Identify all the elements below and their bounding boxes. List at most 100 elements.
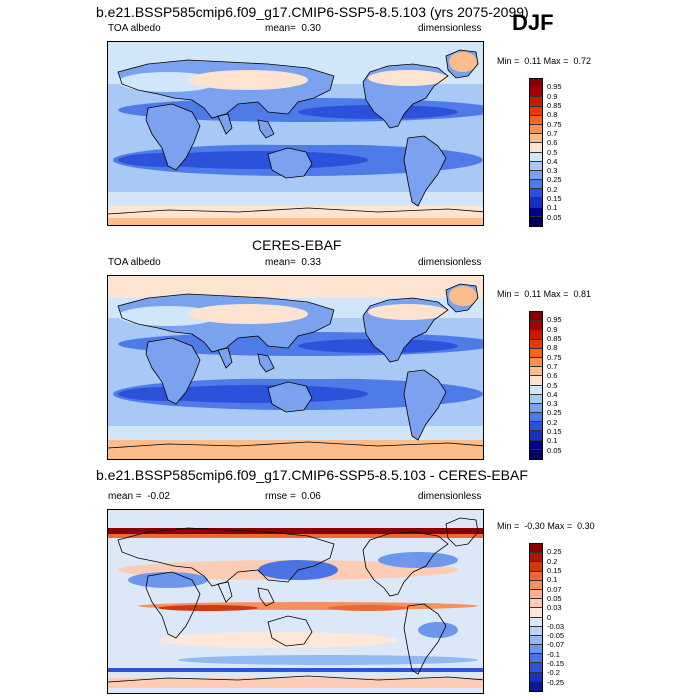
colorbar-swatch	[530, 97, 542, 107]
colorbar-swatch	[530, 339, 542, 349]
colorbar-tick-label: 0.6	[547, 371, 558, 381]
colorbar-swatch	[530, 312, 542, 322]
colorbar-swatch	[530, 115, 542, 125]
colorbar-swatch	[530, 198, 542, 208]
colorbar-swatch	[530, 367, 542, 377]
colorbar-tick-label: 0.7	[547, 128, 558, 138]
colorbar-tick-label: 0.05	[547, 593, 562, 603]
panel3-title: b.e21.BSSP585cmip6.f09_g17.CMIP6-SSP5-8.…	[96, 467, 528, 483]
panel1-units-label: dimensionless	[418, 23, 482, 34]
colorbar-swatch	[530, 562, 542, 572]
colorbar-tick-label: 0.25	[547, 408, 562, 418]
colorbar-swatch	[530, 663, 542, 673]
colorbar-swatch	[530, 106, 542, 116]
colorbar-swatch	[530, 189, 542, 199]
panel3-colorbar	[529, 543, 543, 692]
colorbar-tick-label: 0.2	[547, 184, 558, 194]
colorbar-swatch	[530, 330, 542, 340]
panel3-units-label: dimensionless	[418, 491, 482, 502]
colorbar-tick-label: 0.6	[547, 138, 558, 148]
panel1-min-max: Min = 0.11 Max = 0.72	[497, 56, 591, 66]
colorbar-tick-label: 0.75	[547, 352, 562, 362]
colorbar-tick-label: 0.1	[547, 575, 558, 585]
season-label: DJF	[512, 10, 554, 35]
panel2-colorbar	[529, 311, 543, 460]
colorbar-tick-label: 0.75	[547, 119, 562, 129]
colorbar-swatch	[530, 161, 542, 171]
colorbar-swatch	[530, 170, 542, 181]
colorbar-tick-label: 0.95	[547, 315, 562, 325]
colorbar-swatch	[530, 431, 542, 441]
colorbar-tick-label: 0.05	[547, 212, 562, 222]
panel2-min-max: Min = 0.11 Max = 0.81	[497, 289, 591, 299]
colorbar-tick-label: 0.07	[547, 584, 562, 594]
colorbar-tick-label: 0.05	[547, 445, 562, 455]
colorbar-tick-label: 0.2	[547, 556, 558, 566]
colorbar-tick-label: -0.05	[547, 631, 565, 641]
colorbar-tick-label: -0.07	[547, 640, 565, 650]
panel3-rmse-label: rmse = 0.06	[265, 491, 321, 502]
colorbar-swatch	[530, 645, 542, 655]
panel2-variable-label: TOA albedo	[108, 257, 161, 268]
panel1-colorbar	[529, 78, 543, 227]
colorbar-tick-label: 0.3	[547, 399, 558, 409]
panel2-units-label: dimensionless	[418, 257, 482, 268]
colorbar-swatch	[530, 88, 542, 98]
colorbar-swatch	[530, 413, 542, 423]
panel1-title: b.e21.BSSP585cmip6.f09_g17.CMIP6-SSP5-8.…	[96, 4, 529, 20]
colorbar-swatch	[530, 599, 542, 609]
colorbar-tick-label: -0.15	[547, 659, 565, 669]
colorbar-swatch	[530, 376, 542, 386]
colorbar-swatch	[530, 124, 542, 135]
colorbar-swatch	[530, 143, 542, 153]
colorbar-swatch	[530, 681, 542, 691]
colorbar-swatch	[530, 553, 542, 563]
colorbar-tick-label: 0.85	[547, 333, 562, 343]
colorbar-tick-label: 0.4	[547, 389, 558, 399]
colorbar-swatch	[530, 635, 542, 646]
colorbar-tick-label: 0.1	[547, 436, 558, 446]
colorbar-swatch	[530, 608, 542, 618]
colorbar-swatch	[530, 348, 542, 358]
colorbar-tick-label: 0.15	[547, 427, 562, 437]
colorbar-swatch	[530, 617, 542, 627]
colorbar-swatch	[530, 672, 542, 682]
colorbar-swatch	[530, 580, 542, 590]
colorbar-tick-label: 0.3	[547, 166, 558, 176]
panel2-mean-label: mean= 0.33	[265, 257, 321, 268]
colorbar-swatch	[530, 134, 542, 144]
colorbar-tick-label: 0.7	[547, 361, 558, 371]
colorbar-tick-label: 0.5	[547, 380, 558, 390]
colorbar-swatch	[530, 357, 542, 368]
colorbar-swatch	[530, 321, 542, 331]
colorbar-swatch	[530, 385, 542, 395]
colorbar-swatch	[530, 180, 542, 190]
colorbar-swatch	[530, 403, 542, 414]
colorbar-tick-label: 0.95	[547, 82, 562, 92]
colorbar-tick-label: 0	[547, 612, 552, 622]
colorbar-tick-label: 0.1	[547, 203, 558, 213]
panel3-difference-map	[107, 509, 484, 694]
colorbar-swatch	[530, 394, 542, 404]
panel3-mean-label: mean = -0.02	[108, 491, 170, 502]
panel2-map	[107, 275, 484, 460]
colorbar-tick-label: -0.03	[547, 621, 565, 631]
colorbar-swatch	[530, 544, 542, 554]
colorbar-swatch	[530, 449, 542, 459]
colorbar-tick-label: 0.03	[547, 603, 562, 613]
colorbar-tick-label: -0.1	[547, 649, 560, 659]
colorbar-swatch	[530, 79, 542, 89]
colorbar-tick-label: 0.8	[547, 110, 558, 120]
colorbar-tick-label: 0.25	[547, 175, 562, 185]
colorbar-tick-label: -0.2	[547, 668, 560, 678]
panel2-title: CERES-EBAF	[252, 237, 342, 253]
colorbar-tick-label: 0.2	[547, 417, 558, 427]
colorbar-swatch	[530, 571, 542, 581]
colorbar-tick-label: 0.5	[547, 147, 558, 157]
colorbar-swatch	[530, 152, 542, 162]
panel1-variable-label: TOA albedo	[108, 23, 161, 34]
colorbar-tick-label: 0.85	[547, 100, 562, 110]
colorbar-tick-label: -0.25	[547, 677, 565, 687]
colorbar-tick-label: 0.8	[547, 343, 558, 353]
panel1-mean-label: mean= 0.30	[265, 23, 321, 34]
